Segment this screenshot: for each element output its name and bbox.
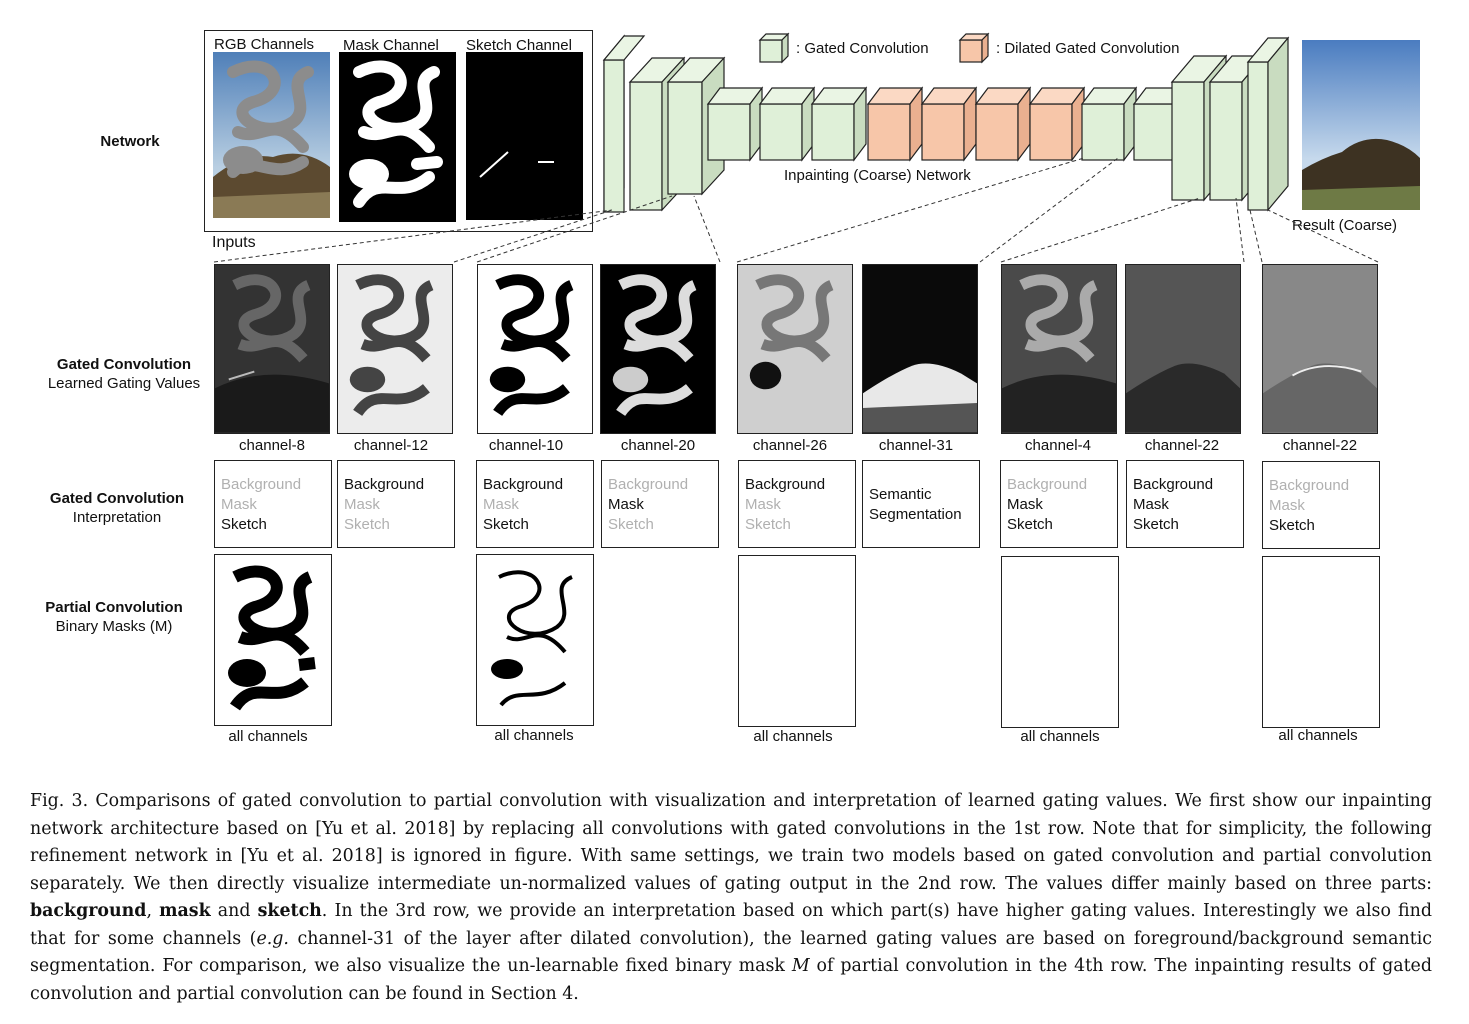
network-diagram <box>602 32 1290 214</box>
all-channels-label: all channels <box>228 728 308 745</box>
mask-input-image <box>339 52 456 222</box>
gated-conv-block <box>810 86 868 162</box>
channel-label: channel-8 <box>239 437 305 454</box>
gating-map <box>214 264 330 434</box>
partial-mask <box>476 554 594 726</box>
gating-map <box>1125 264 1241 434</box>
gating-map <box>477 264 593 434</box>
network-row-title: Network <box>100 133 160 150</box>
interpretation-box: Background Mask Sketch <box>476 460 594 548</box>
legend-gated-icon <box>758 32 790 64</box>
channel-label: channel-4 <box>1025 437 1091 454</box>
gated-conv-block <box>602 34 646 214</box>
row2-label-bold: Gated Convolution <box>56 356 192 373</box>
sketch-input-image <box>466 52 583 220</box>
interpretation-box: Background Mask Sketch <box>601 460 719 548</box>
result-image <box>1302 40 1420 210</box>
row-label-gated-interp: Gated Convolution Interpretation <box>30 489 204 527</box>
network-label: Inpainting (Coarse) Network <box>784 167 971 184</box>
dilated-conv-block <box>866 86 924 162</box>
all-channels-label: all channels <box>494 727 574 744</box>
gating-map <box>1001 264 1117 434</box>
interpretation-box: Background Mask Sketch <box>1262 461 1380 549</box>
rgb-input-image <box>213 52 330 218</box>
row-label-partial: Partial Convolution Binary Masks (M) <box>30 598 198 636</box>
gated-conv-block <box>1246 36 1290 212</box>
dilated-conv-block <box>920 86 978 162</box>
interpretation-box: Semantic Segmentation <box>862 460 980 548</box>
all-channels-label: all channels <box>753 728 833 745</box>
all-channels-label: all channels <box>1278 727 1358 744</box>
legend-dilated-icon <box>958 32 990 64</box>
row4-label-normal: Binary Masks (M) <box>55 618 173 635</box>
interpretation-box: Background Mask Sketch <box>214 460 332 548</box>
channel-label: channel-20 <box>620 437 696 454</box>
input-title-mask: Mask Channel <box>343 37 439 54</box>
row3-label-bold: Gated Convolution <box>49 490 185 507</box>
input-title-sketch: Sketch Channel <box>466 37 572 54</box>
gated-conv-block <box>706 86 764 162</box>
dilated-conv-block <box>1028 86 1086 162</box>
partial-mask <box>1262 556 1380 728</box>
legend-gated-label: : Gated Convolution <box>796 40 929 57</box>
input-title-rgb: RGB Channels <box>214 36 315 53</box>
gated-conv-block <box>1080 86 1138 162</box>
row-label-gated-values: Gated Convolution Learned Gating Values <box>30 355 218 393</box>
gating-map <box>337 264 453 434</box>
interpretation-box: Background Mask Sketch <box>337 460 455 548</box>
gating-map <box>737 264 853 434</box>
gated-conv-block <box>758 86 816 162</box>
partial-mask <box>738 555 856 727</box>
gating-map <box>1262 264 1378 434</box>
interpretation-box: Background Mask Sketch <box>1126 460 1244 548</box>
row3-label-normal: Interpretation <box>72 509 162 526</box>
partial-mask <box>1001 556 1119 728</box>
result-label: Result (Coarse) <box>1292 217 1398 234</box>
gating-map <box>862 264 978 434</box>
channel-label: channel-31 <box>878 437 954 454</box>
channel-label: channel-26 <box>752 437 828 454</box>
interpretation-box: Background Mask Sketch <box>738 460 856 548</box>
row-label-network: Network <box>60 132 200 151</box>
figure-caption: Fig. 3. Comparisons of gated convolution… <box>30 791 1433 1004</box>
gating-map <box>600 264 716 434</box>
channel-label: channel-22 <box>1282 437 1358 454</box>
dashed-connectors <box>213 157 1379 263</box>
inputs-label: Inputs <box>212 234 256 251</box>
partial-mask <box>214 554 332 726</box>
channel-label: channel-22 <box>1144 437 1220 454</box>
inputs-frame <box>204 30 593 232</box>
legend-dilated-label: : Dilated Gated Convolution <box>996 40 1180 57</box>
all-channels-label: all channels <box>1020 728 1100 745</box>
row2-label-normal: Learned Gating Values <box>47 375 201 392</box>
interpretation-box: Background Mask Sketch <box>1000 460 1118 548</box>
channel-label: channel-10 <box>488 437 564 454</box>
dilated-conv-block <box>974 86 1032 162</box>
row4-label-bold: Partial Convolution <box>45 599 183 616</box>
channel-label: channel-12 <box>353 437 429 454</box>
